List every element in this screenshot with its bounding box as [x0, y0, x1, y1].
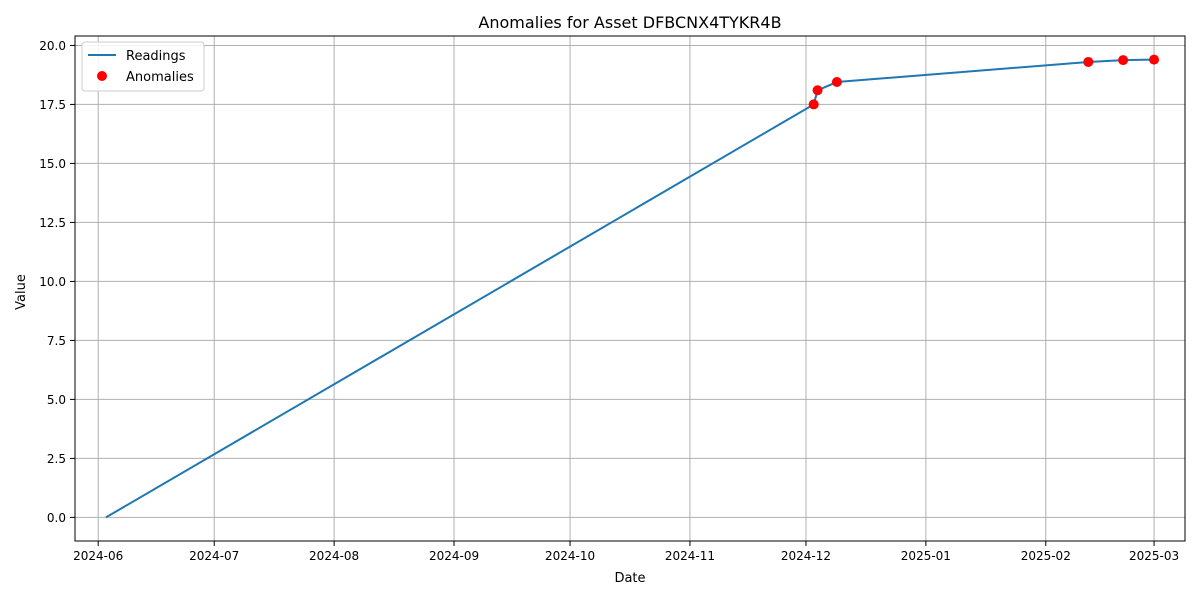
plot-series: [105, 54, 1160, 519]
x-axis-label: Date: [614, 571, 645, 586]
x-tick-label: 2024-06: [73, 549, 123, 563]
anomaly-point: [1083, 56, 1094, 67]
y-tick-label: 10.0: [39, 275, 66, 289]
y-axis: 0.0 2.5 5.0 7.5 10.0 12.5 15.0 17.5 20.0: [39, 39, 75, 525]
y-tick-label: 7.5: [47, 334, 66, 348]
legend-anomalies-label: Anomalies: [126, 70, 194, 85]
anomaly-point: [808, 99, 819, 110]
grid: [75, 36, 1185, 541]
anomaly-point: [812, 85, 823, 96]
anomaly-point: [1118, 55, 1129, 66]
chart-title: Anomalies for Asset DFBCNX4TYKR4B: [478, 13, 781, 32]
legend-anomalies-swatch: [97, 71, 107, 81]
x-axis: 2024-06 2024-07 2024-08 2024-09 2024-10 2024-…: [73, 541, 1179, 563]
legend-readings-label: Readings: [126, 49, 186, 64]
plot-frame: [74, 35, 1186, 542]
y-tick-label: 17.5: [39, 98, 66, 112]
x-tick-label: 2024-09: [429, 549, 479, 563]
x-tick-label: 2025-03: [1129, 549, 1179, 563]
x-tick-label: 2024-10: [545, 549, 595, 563]
x-tick-label: 2025-02: [1021, 549, 1071, 563]
anomaly-point: [831, 77, 842, 88]
y-tick-label: 20.0: [39, 39, 66, 53]
y-tick-label: 0.0: [47, 511, 66, 525]
x-tick-label: 2024-07: [189, 549, 239, 563]
y-axis-label: Value: [14, 274, 29, 310]
x-tick-label: 2024-12: [781, 549, 831, 563]
anomaly-point: [1149, 54, 1160, 65]
y-tick-label: 2.5: [47, 452, 66, 466]
y-tick-label: 15.0: [39, 157, 66, 171]
legend: Readings Anomalies: [81, 41, 205, 92]
x-tick-label: 2024-08: [309, 549, 359, 563]
y-tick-label: 12.5: [39, 216, 66, 230]
x-tick-label: 2025-01: [901, 549, 951, 563]
x-tick-label: 2024-11: [665, 549, 715, 563]
y-tick-label: 5.0: [47, 393, 66, 407]
